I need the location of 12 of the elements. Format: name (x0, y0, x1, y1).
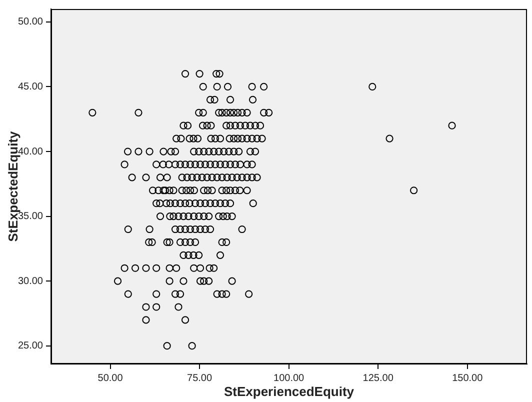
x-tick-label: 100.00 (274, 372, 305, 384)
x-tick-label: 125.00 (362, 372, 394, 384)
y-tick-label: 45.00 (18, 81, 44, 92)
y-axis-title: StExpectedEquity (5, 130, 20, 242)
y-tick-label: 30.00 (18, 276, 44, 287)
y-tick-label: 25.00 (18, 340, 44, 352)
x-tick-label: 75.00 (187, 372, 212, 384)
y-tick-label: 35.00 (18, 211, 44, 222)
y-tick-label: 50.00 (18, 16, 44, 28)
x-tick-label: 50.00 (98, 372, 124, 384)
x-tick-label: 150.00 (452, 372, 484, 384)
x-axis-title: StExperiencedEquity (224, 384, 355, 399)
